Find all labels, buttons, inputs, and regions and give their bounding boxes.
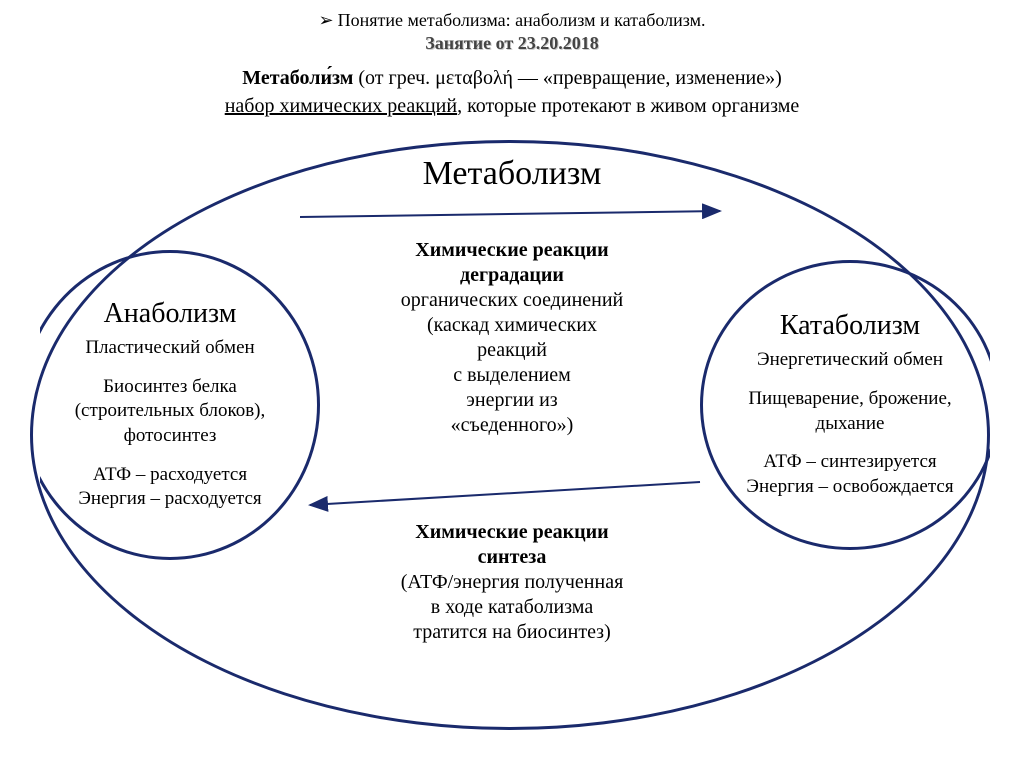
header: ➢Понятие метаболизма: анаболизм и катабо… (0, 0, 1024, 54)
synthesis-title: Химические реакции (352, 520, 672, 545)
definition-line2: набор химических реакций, которые протек… (0, 92, 1024, 120)
anabolism-line: (строительных блоков), (75, 399, 266, 424)
metabolism-diagram: Метаболизм Анаболизм Пластический обмен … (0, 120, 1024, 760)
anabolism-line: Биосинтез белка (103, 375, 237, 400)
synthesis-block: Химические реакции синтеза (АТФ/энергия … (352, 520, 672, 645)
catabolism-circle: Катаболизм Энергетический обмен Пищеваре… (700, 260, 1000, 550)
degradation-line: (каскад химических (352, 313, 672, 338)
definition-underlined: набор химических реакций (225, 95, 457, 117)
page-title-line: ➢Понятие метаболизма: анаболизм и катабо… (0, 10, 1024, 31)
anabolism-circle: Анаболизм Пластический обмен Биосинтез б… (20, 250, 320, 560)
page-subtitle: Занятие от 23.20.2018 (0, 33, 1024, 54)
catabolism-line: Пищеварение, брожение, (748, 387, 951, 412)
degradation-title: деградации (352, 263, 672, 288)
catabolism-line: АТФ – синтезируется (763, 450, 936, 475)
synthesis-title: синтеза (352, 545, 672, 570)
anabolism-line: Энергия – расходуется (78, 487, 261, 512)
anabolism-line: фотосинтез (124, 424, 217, 449)
anabolism-line: АТФ – расходуется (93, 463, 247, 488)
degradation-block: Химические реакции деградации органическ… (352, 238, 672, 438)
definition-term: Метаболи́зм (242, 67, 353, 89)
anabolism-title: Анаболизм (104, 298, 237, 330)
degradation-line: реакций (352, 338, 672, 363)
synthesis-line: тратится на биосинтез) (352, 620, 672, 645)
catabolism-line: Энергетический обмен (757, 348, 943, 373)
catabolism-line: Энергия – освобождается (746, 475, 953, 500)
diagram-main-title: Метаболизм (312, 155, 712, 193)
catabolism-line: дыхание (816, 412, 885, 437)
bullet-icon: ➢ (319, 10, 334, 31)
definition-rest: , которые протекают в живом организме (457, 95, 799, 117)
degradation-title: Химические реакции (352, 238, 672, 263)
synthesis-line: (АТФ/энергия полученная (352, 570, 672, 595)
degradation-line: энергии из (352, 388, 672, 413)
definition-etym: (от греч. μεταβολή — «превращение, измен… (353, 67, 781, 89)
degradation-line: с выделением (352, 363, 672, 388)
anabolism-line: Пластический обмен (85, 336, 254, 361)
definition-line1: Метаболи́зм (от греч. μεταβολή — «превра… (0, 64, 1024, 92)
page-title: Понятие метаболизма: анаболизм и катабол… (338, 10, 706, 30)
catabolism-title: Катаболизм (780, 310, 920, 342)
definition-block: Метаболи́зм (от греч. μεταβολή — «превра… (0, 64, 1024, 120)
degradation-line: «съеденного») (352, 413, 672, 438)
degradation-line: органических соединений (352, 288, 672, 313)
synthesis-line: в ходе катаболизма (352, 595, 672, 620)
